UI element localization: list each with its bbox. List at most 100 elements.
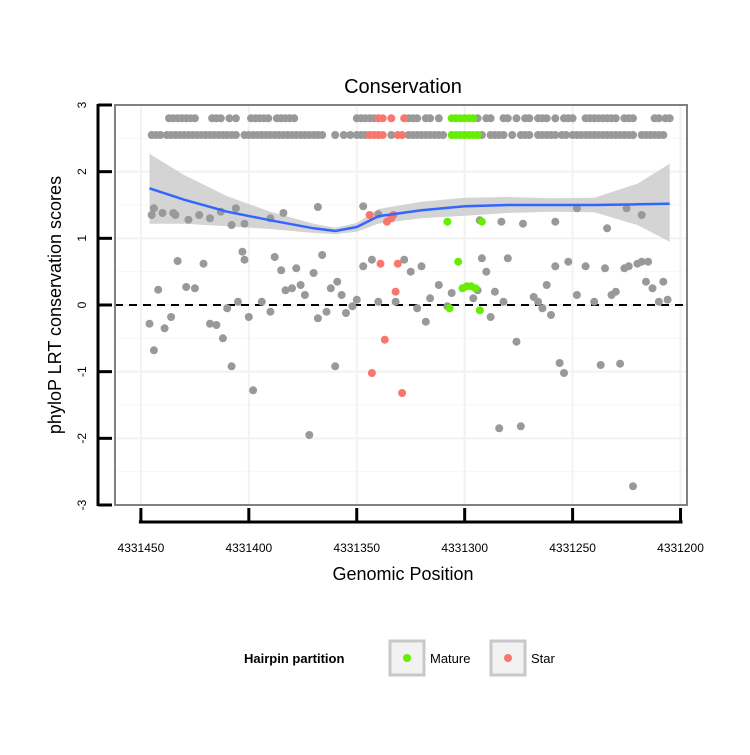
legend-entry-star: Star [489,639,556,677]
other-point [288,284,296,293]
legend-label: Mature [430,651,470,666]
legend-title: Hairpin partition [244,651,344,666]
other-point [216,114,225,123]
other-point [611,114,620,123]
legend-label: Star [531,651,556,666]
other-point [318,251,327,259]
other-point [637,257,646,266]
other-point [346,131,355,139]
star-point [378,114,387,123]
y-axis-title: phyloP LRT conservation scores [45,176,65,434]
other-point [231,131,240,139]
other-point [290,114,299,123]
other-point [499,297,508,306]
other-point [234,297,242,306]
y-tick-label: 0 [75,301,89,308]
other-point [225,114,234,123]
other-point [352,295,361,304]
other-point [266,307,275,316]
other-point [499,131,508,139]
x-tick-label: 4331200 [657,541,704,555]
other-point [525,114,534,123]
other-point [313,314,322,323]
mature-point [475,306,484,315]
other-point [469,294,478,303]
x-tick-label: 4331350 [333,541,380,555]
x-tick-label: 4331450 [118,541,165,555]
star-point [387,114,396,123]
y-axis: -3 -2 -1 0 1 2 3 [75,101,112,510]
other-point [568,114,577,123]
star-point [391,287,400,296]
other-point [596,361,605,369]
other-point [281,286,290,295]
other-point [391,297,400,306]
mature-point [477,217,486,226]
star-point [398,389,407,397]
other-point [257,297,266,306]
x-tick-label: 4331300 [441,541,488,555]
other-point [195,211,204,219]
other-point [277,266,286,275]
other-point [629,482,637,491]
star-point [393,259,402,268]
other-point [551,262,560,271]
other-point [296,281,305,289]
other-point [400,255,409,264]
y-tick-label: -1 [75,366,89,377]
other-point [663,295,672,304]
other-point [665,114,674,123]
other-point [270,253,279,261]
y-tick-label: 2 [75,168,89,175]
other-point [244,313,253,321]
other-point [279,209,288,217]
other-point [342,309,350,317]
other-point [477,254,486,263]
other-point [503,254,512,263]
star-point [367,369,376,377]
other-point [199,259,208,268]
other-point [149,346,158,355]
other-point [616,359,625,368]
other-point [231,114,240,123]
other-point [525,131,534,139]
other-point [555,359,564,367]
legend-swatch [504,654,512,662]
mature-point [469,114,478,123]
legend-swatch [403,654,411,662]
other-point [447,289,456,297]
other-point [292,264,301,273]
other-point [551,131,560,139]
other-point [406,267,415,276]
other-point [572,291,581,299]
other-point [387,131,396,139]
other-point [184,215,193,224]
confidence-band [149,153,670,242]
other-point [421,317,430,326]
other-point [359,262,368,271]
smooth-band [115,153,687,306]
legend-key [489,639,527,677]
other-point [534,297,543,306]
other-point [413,304,422,313]
smooth-line [149,187,670,233]
other-point [337,291,346,299]
legend: Hairpin partition Mature Star [244,639,556,677]
other-point [519,219,527,228]
other-point [603,224,612,233]
other-point [147,211,156,219]
legend-entry-mature: Mature [388,639,470,677]
other-point [637,211,646,219]
other-point [322,307,331,316]
other-point [145,319,154,328]
other-point [439,131,448,139]
chart-title: Conservation [344,76,462,98]
other-point [154,285,163,294]
other-point [167,313,176,321]
other-point [339,131,348,139]
other-point [227,362,236,371]
other-point [206,319,214,328]
other-point [149,204,158,213]
other-point [644,257,653,266]
